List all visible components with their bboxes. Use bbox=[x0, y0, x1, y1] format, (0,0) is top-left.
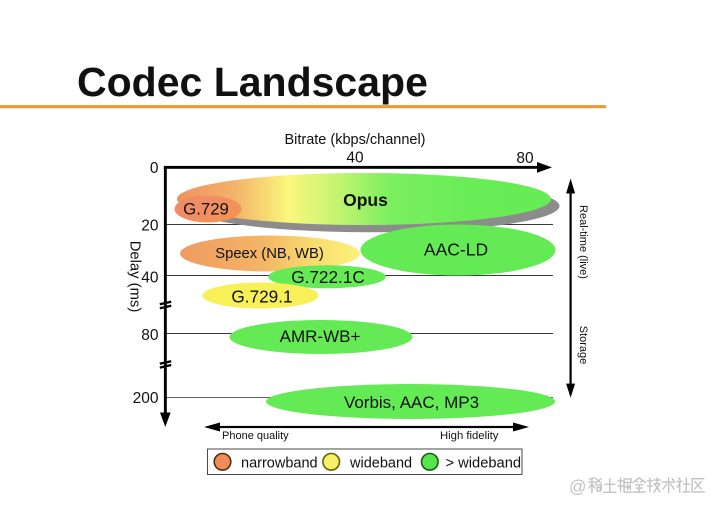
svg-text:20: 20 bbox=[141, 218, 159, 235]
svg-text:G.722.1C: G.722.1C bbox=[291, 267, 365, 287]
svg-text:Codec Landscape: Codec Landscape bbox=[77, 59, 428, 105]
svg-text:Storage: Storage bbox=[577, 326, 589, 365]
svg-text:G.729: G.729 bbox=[183, 200, 229, 219]
svg-text:Real-time (live): Real-time (live) bbox=[577, 205, 589, 279]
svg-text:0: 0 bbox=[150, 160, 159, 177]
svg-text:Opus: Opus bbox=[343, 190, 388, 210]
svg-text:Vorbis, AAC, MP3: Vorbis, AAC, MP3 bbox=[344, 393, 479, 412]
svg-text:80: 80 bbox=[141, 327, 159, 344]
svg-text:80: 80 bbox=[516, 150, 534, 167]
svg-text:@: @ bbox=[569, 477, 586, 497]
svg-text:Bitrate (kbps/channel): Bitrate (kbps/channel) bbox=[284, 132, 425, 148]
svg-text:200: 200 bbox=[133, 390, 159, 407]
svg-text:AMR-WB+: AMR-WB+ bbox=[280, 327, 361, 346]
svg-text:40: 40 bbox=[346, 150, 364, 167]
svg-text:High fidelity: High fidelity bbox=[440, 430, 499, 442]
svg-text:narrowband: narrowband bbox=[241, 455, 318, 471]
svg-text:40: 40 bbox=[141, 269, 159, 286]
svg-text:Delay (ms): Delay (ms) bbox=[127, 241, 143, 313]
svg-text:> wideband: > wideband bbox=[446, 455, 522, 471]
svg-text:Phone quality: Phone quality bbox=[222, 430, 289, 442]
svg-text:AAC-LD: AAC-LD bbox=[424, 240, 488, 260]
svg-text:wideband: wideband bbox=[349, 455, 412, 471]
svg-text:G.729.1: G.729.1 bbox=[231, 287, 292, 307]
svg-text:Speex (NB, WB): Speex (NB, WB) bbox=[215, 246, 324, 262]
